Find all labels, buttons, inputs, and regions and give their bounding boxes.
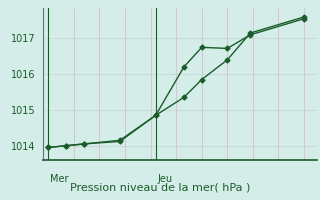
Text: Mer: Mer bbox=[50, 174, 68, 184]
Text: Jeu: Jeu bbox=[157, 174, 172, 184]
Text: Pression niveau de la mer( hPa ): Pression niveau de la mer( hPa ) bbox=[70, 182, 250, 192]
